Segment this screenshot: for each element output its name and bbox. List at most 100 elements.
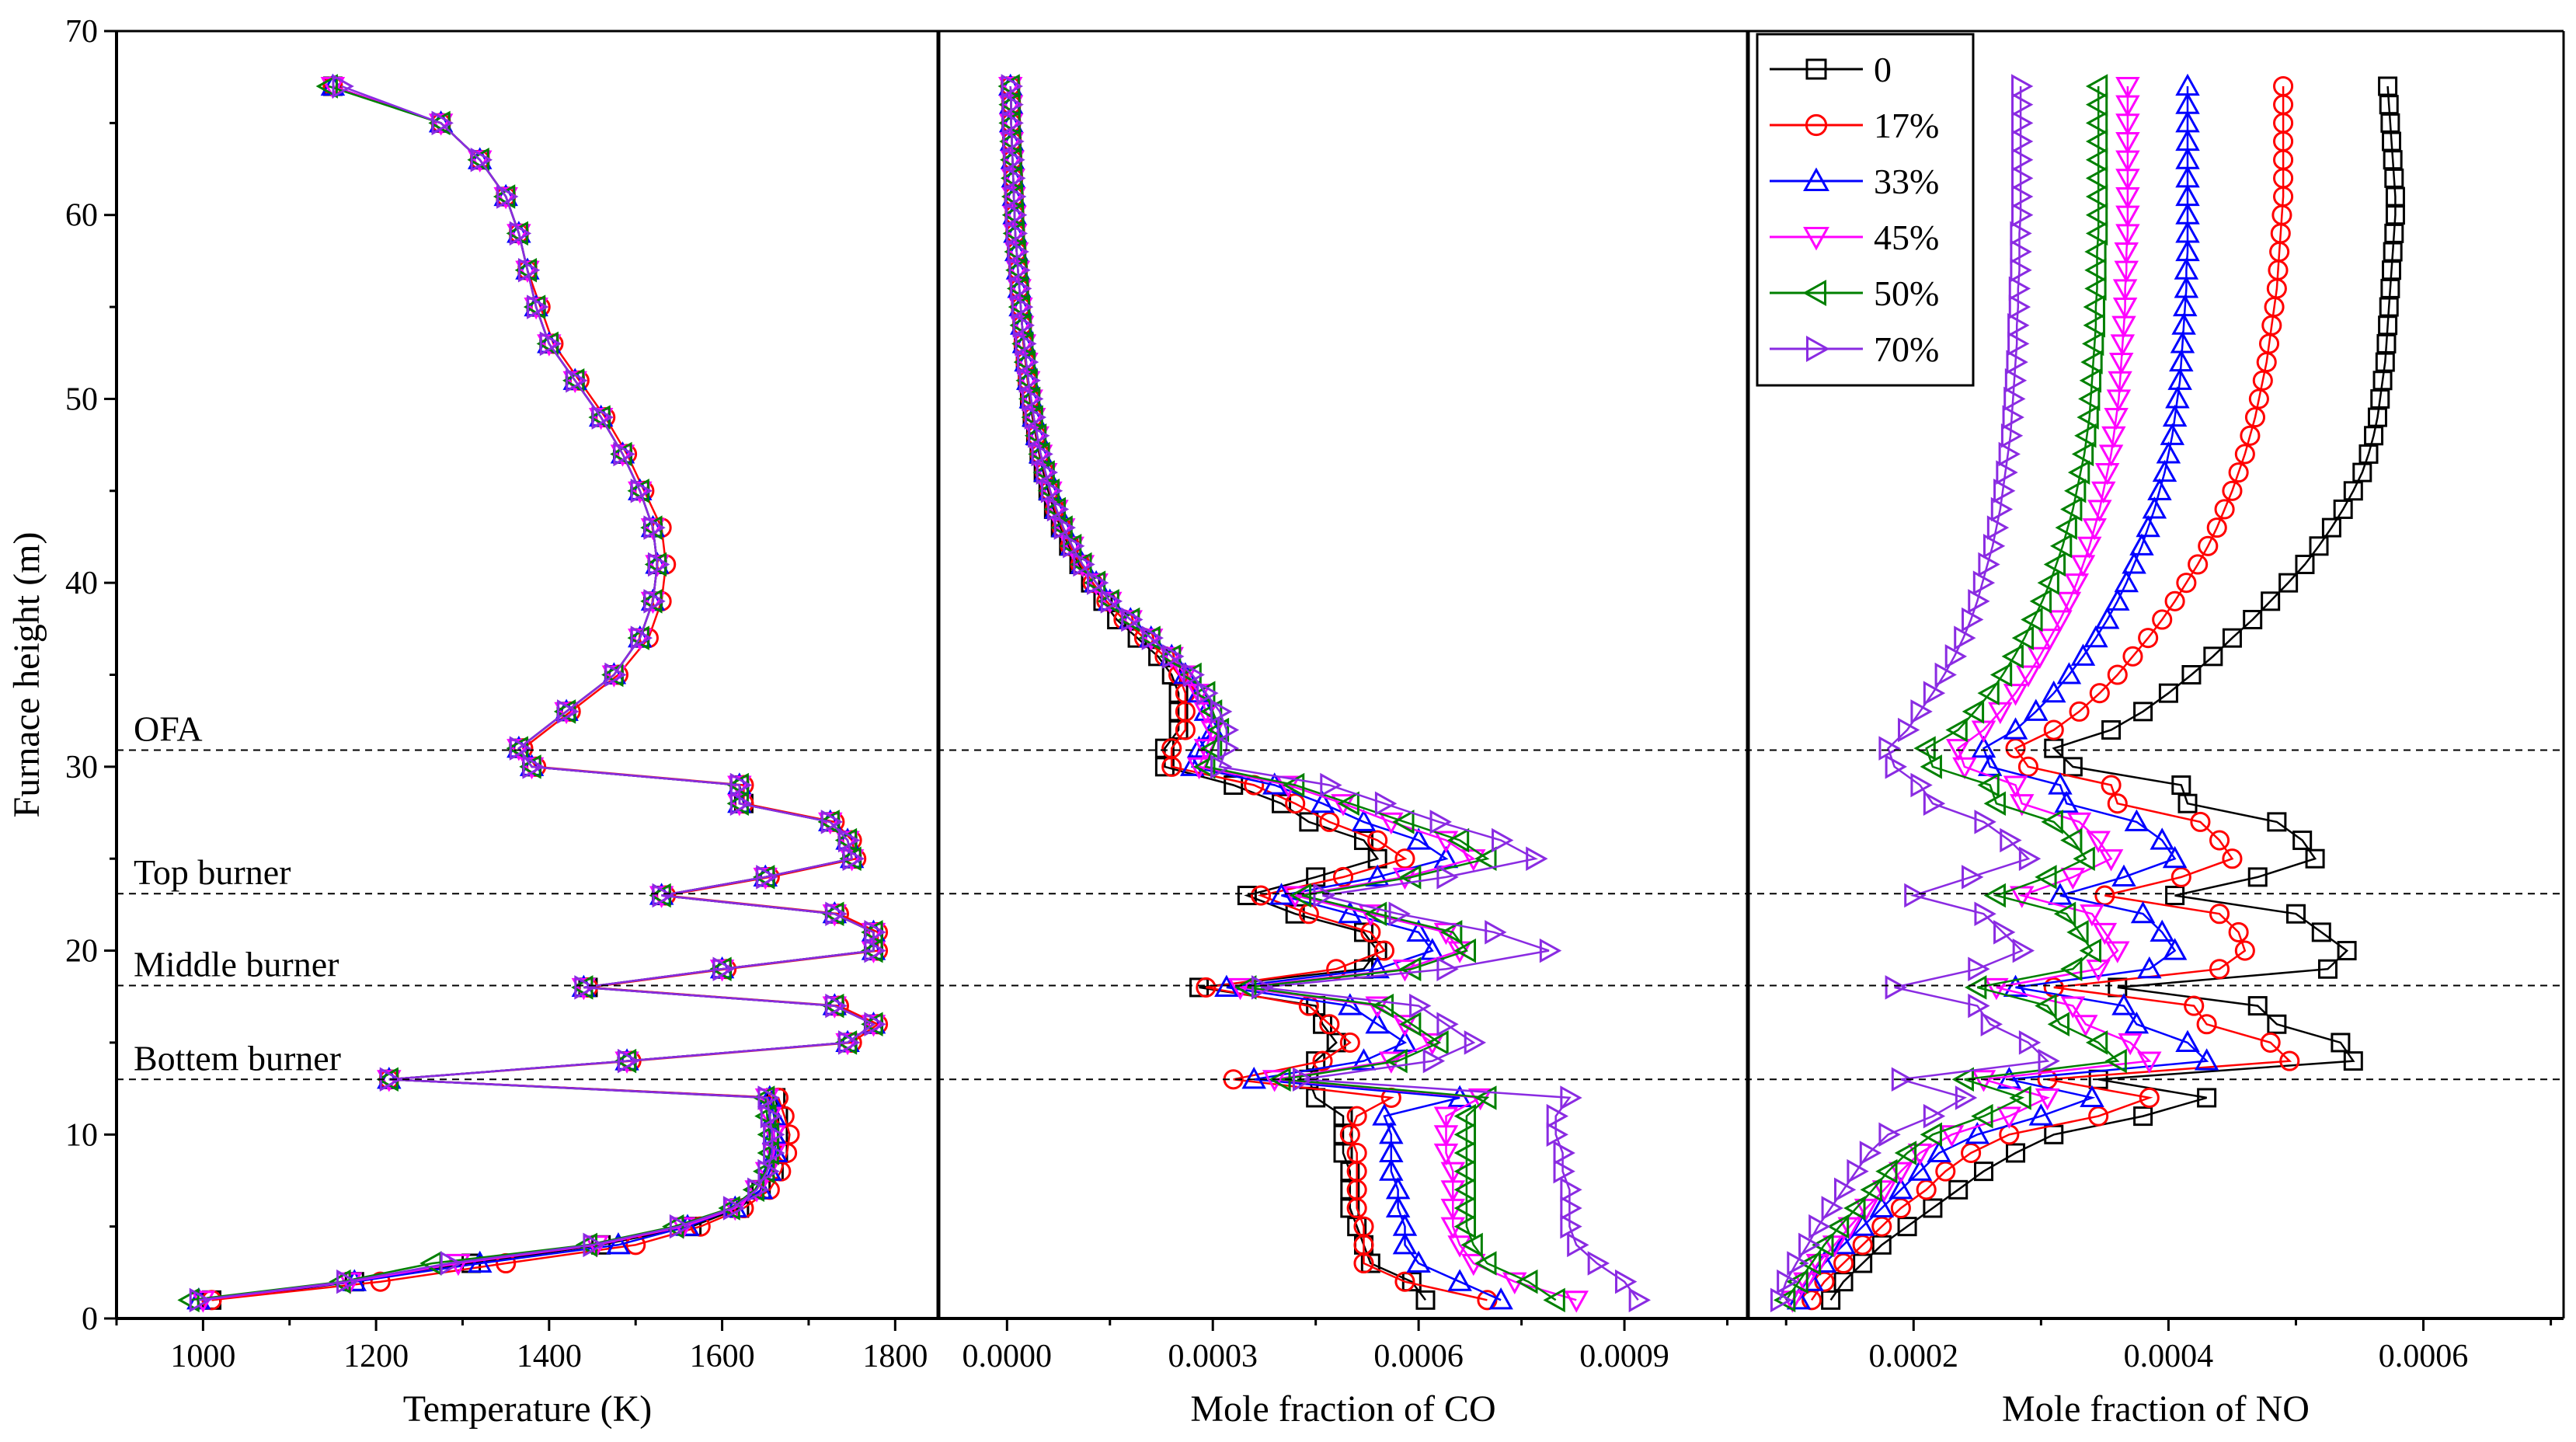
data-point xyxy=(506,224,531,246)
data-point xyxy=(2267,812,2287,832)
data-point xyxy=(1890,1197,1911,1219)
data-point xyxy=(2137,956,2162,979)
data-point xyxy=(2364,426,2384,446)
data-point xyxy=(1801,1290,1822,1311)
data-point xyxy=(606,1232,631,1255)
data-point xyxy=(1878,1122,1901,1148)
legend-marker xyxy=(1803,226,1829,251)
data-point xyxy=(2138,628,2159,649)
legend-entry: 45% xyxy=(1770,218,1939,257)
data-point xyxy=(2175,202,2200,225)
data-point xyxy=(2083,312,2105,338)
data-point xyxy=(1993,920,2016,945)
data-point xyxy=(332,74,354,99)
data-point xyxy=(1379,1158,1404,1181)
data-point xyxy=(2383,242,2403,262)
data-point xyxy=(2003,684,2028,706)
data-point xyxy=(1399,1012,1422,1037)
data-point xyxy=(1100,589,1123,614)
data-point xyxy=(2070,643,2096,666)
data-point xyxy=(1015,331,1037,357)
series-line xyxy=(1798,86,2209,1301)
data-point xyxy=(509,221,532,246)
data-point xyxy=(2170,866,2191,887)
data-point xyxy=(467,1250,493,1273)
data-point xyxy=(2011,110,2034,136)
data-point xyxy=(2379,297,2399,317)
data-point xyxy=(2171,312,2196,335)
data-point xyxy=(2337,941,2357,961)
data-point xyxy=(1320,772,1342,798)
legend-marker xyxy=(1803,167,1829,192)
data-point xyxy=(1358,904,1384,927)
data-point xyxy=(1814,1271,1835,1292)
data-point xyxy=(2084,239,2107,264)
data-point xyxy=(1003,147,1025,172)
data-point xyxy=(1210,754,1233,779)
data-point xyxy=(2016,665,2041,688)
data-point xyxy=(2105,941,2130,963)
data-point xyxy=(1388,901,1411,926)
data-point xyxy=(2165,386,2190,409)
data-point xyxy=(562,371,588,394)
data-point xyxy=(2358,444,2379,464)
data-point xyxy=(1353,922,1373,942)
data-point xyxy=(1962,699,1985,724)
data-point xyxy=(2209,904,2230,925)
data-point xyxy=(2104,1048,2127,1074)
data-point xyxy=(1028,444,1053,467)
legend-box xyxy=(1756,33,1975,387)
data-point xyxy=(2370,388,2390,409)
legend-label: 33% xyxy=(1874,162,1939,201)
data-point xyxy=(2188,554,2209,575)
data-point xyxy=(1460,1232,1483,1258)
data-point xyxy=(662,1214,684,1239)
no-x-ticks: 0.0002 0.0004 0.0006 xyxy=(1784,1318,2553,1374)
data-point xyxy=(539,331,562,357)
data-point xyxy=(1214,974,1239,997)
legend: 0 17% 33% 45% 50% 70% xyxy=(1756,33,1975,387)
data-point xyxy=(1406,919,1431,942)
data-point xyxy=(1346,1106,1367,1127)
data-point xyxy=(763,1141,785,1165)
data-point xyxy=(1406,1250,1431,1273)
data-point xyxy=(2333,499,2353,519)
data-point xyxy=(2088,1106,2109,1127)
data-point xyxy=(1923,681,1946,705)
data-point xyxy=(2017,756,2038,777)
data-point xyxy=(1422,1048,1446,1074)
data-point xyxy=(2164,590,2185,611)
data-point xyxy=(2228,462,2249,483)
data-point xyxy=(2063,757,2083,777)
data-point xyxy=(1474,846,1497,871)
data-point xyxy=(2174,257,2199,280)
data-point xyxy=(1972,570,1996,595)
data-point xyxy=(1001,74,1024,99)
data-point xyxy=(1365,996,1390,1019)
data-point xyxy=(825,901,848,926)
data-point xyxy=(1989,662,2013,688)
legend-entry: 0 xyxy=(1770,50,1892,89)
data-point xyxy=(2181,665,2202,684)
data-point xyxy=(1351,1048,1377,1071)
data-point xyxy=(2222,848,2243,869)
data-point xyxy=(640,591,666,615)
data-point xyxy=(2317,959,2338,979)
data-point xyxy=(1773,1287,1796,1313)
data-point xyxy=(2247,996,2268,1016)
data-point xyxy=(1262,1070,1287,1092)
data-point xyxy=(1272,793,1292,813)
data-point xyxy=(1005,221,1029,246)
data-point xyxy=(1934,662,1957,688)
data-point xyxy=(2094,463,2120,486)
data-point xyxy=(1351,809,1377,831)
data-point xyxy=(2122,552,2146,574)
co-series-layer xyxy=(997,73,1652,1313)
data-point xyxy=(2305,848,2325,869)
data-point xyxy=(2118,1033,2143,1056)
data-point xyxy=(2172,294,2198,317)
data-point xyxy=(861,1015,886,1037)
data-point xyxy=(2378,76,2398,96)
legend-label: 50% xyxy=(1874,273,1939,313)
data-point xyxy=(1217,736,1240,761)
